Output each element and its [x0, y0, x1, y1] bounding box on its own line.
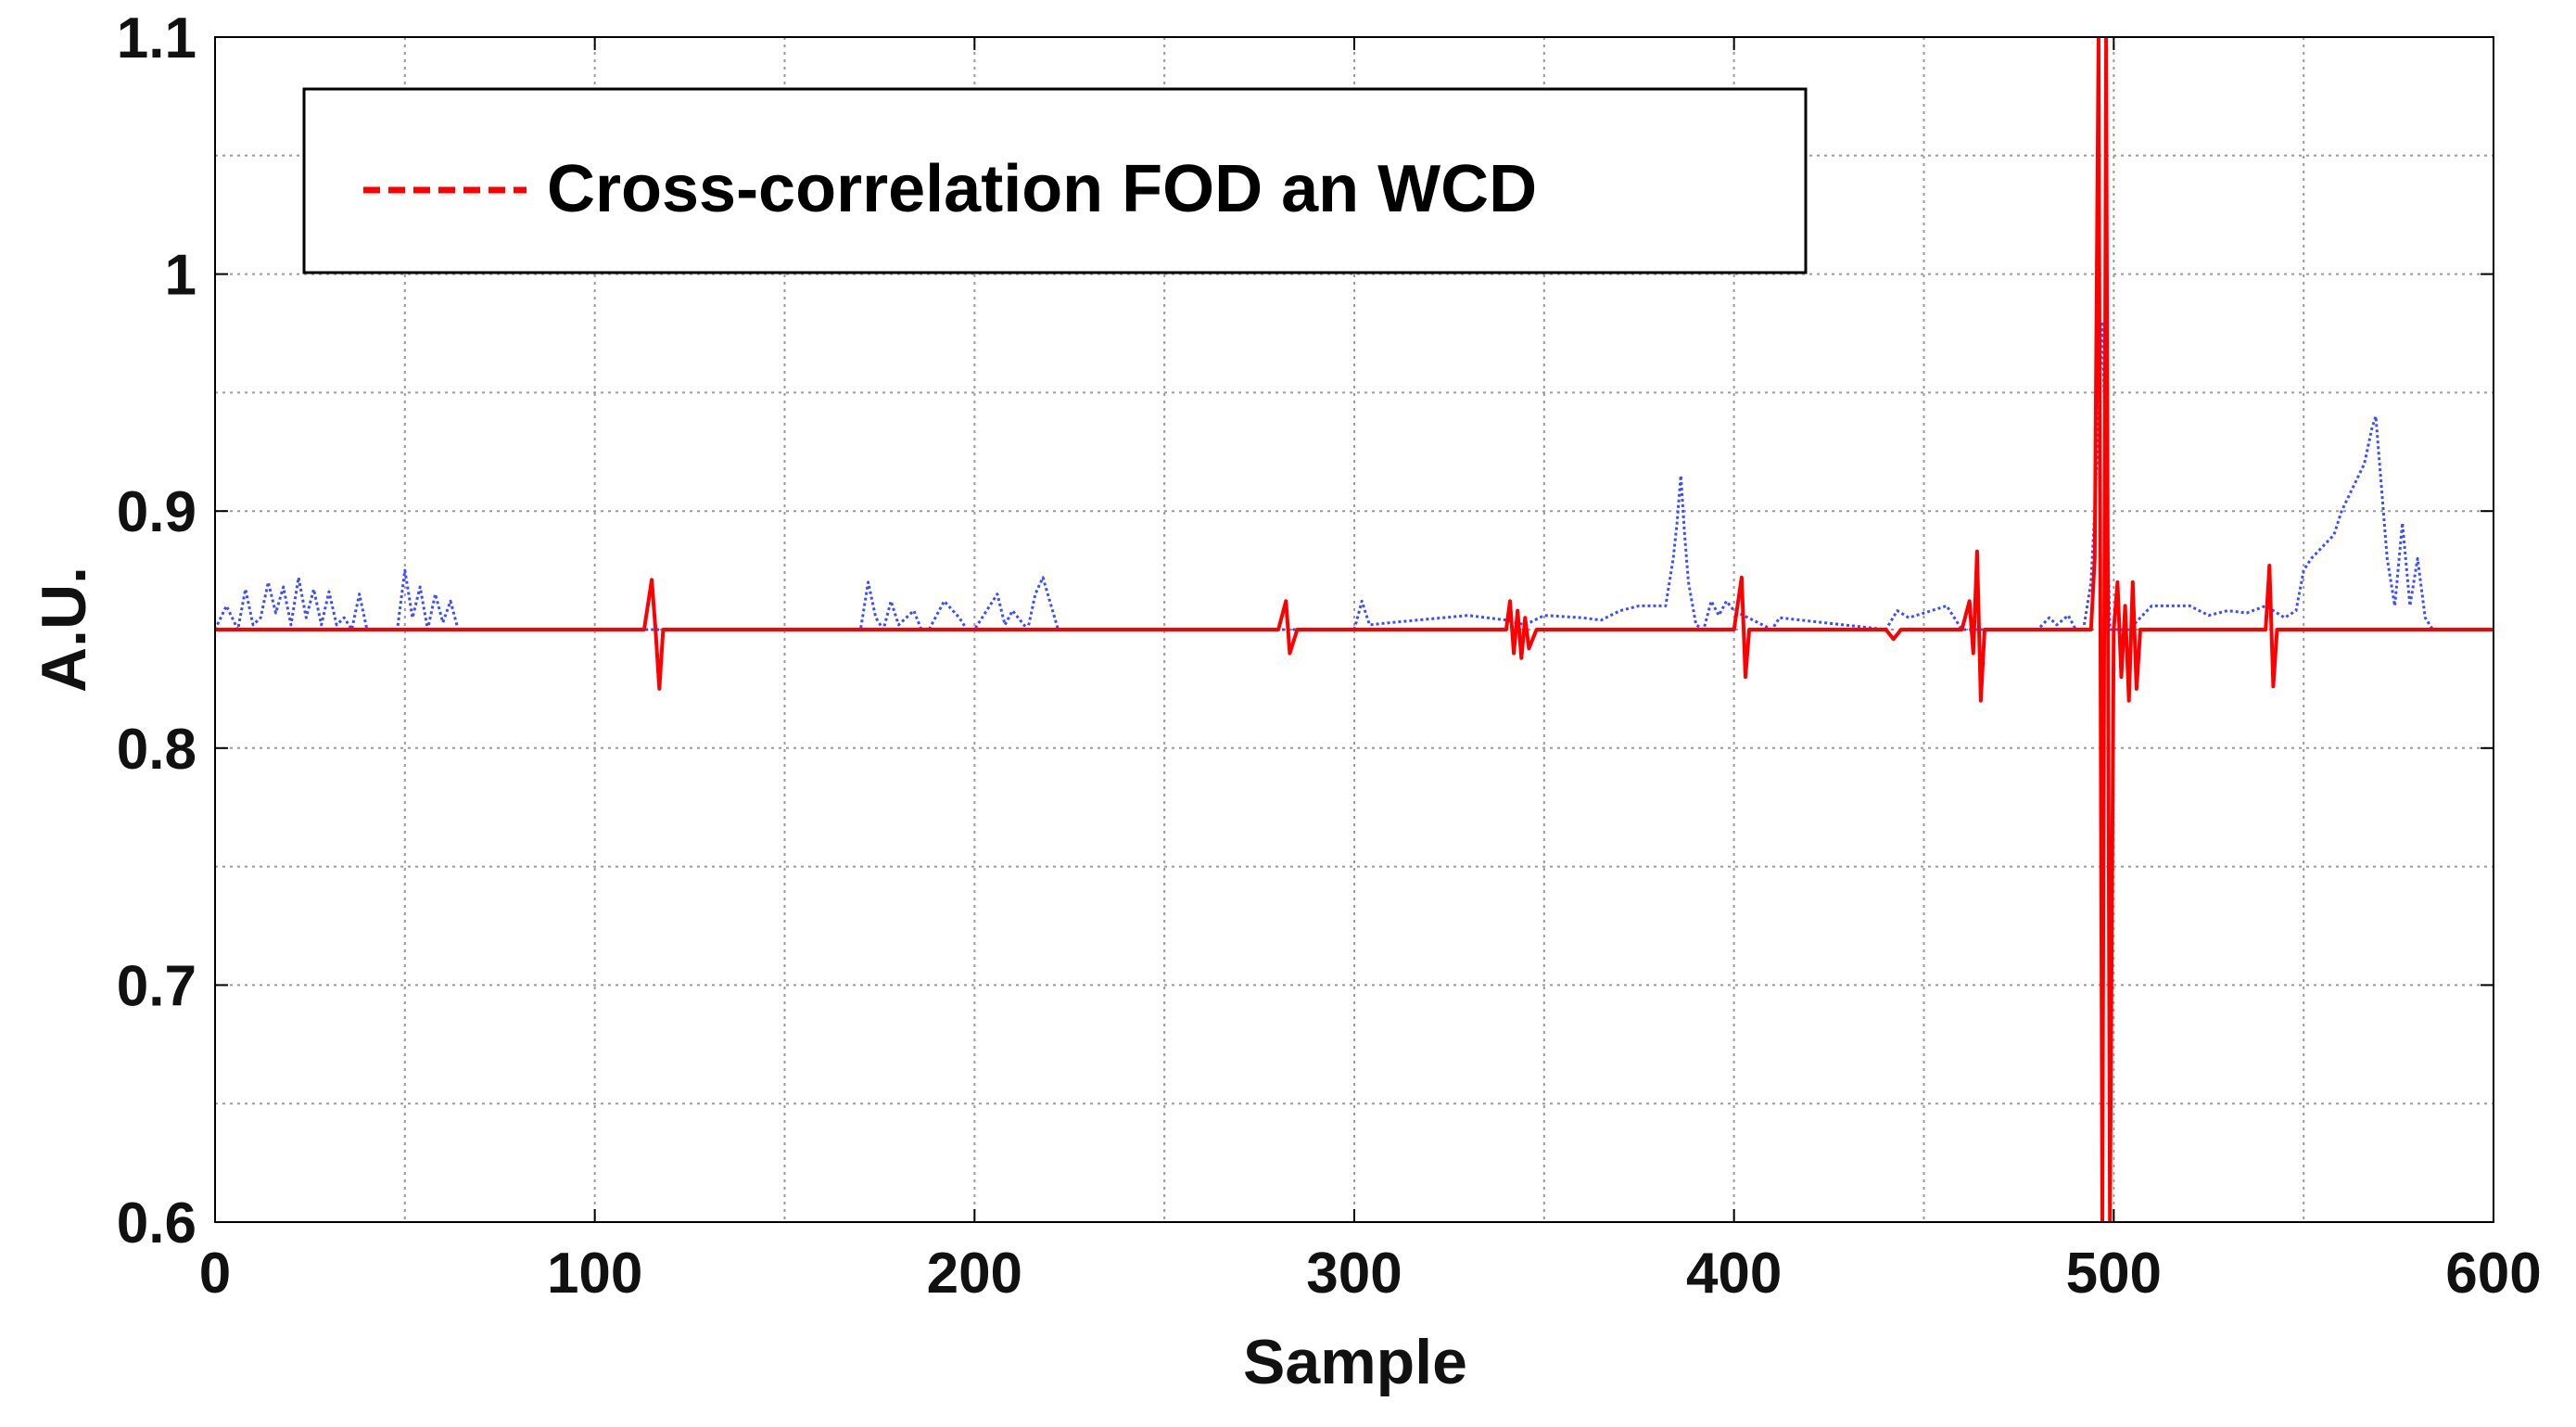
- legend: Cross-correlation FOD an WCD: [302, 87, 1808, 274]
- y-tick-labels: 0.6 0.7 0.8 0.9 1 1.1: [117, 6, 197, 1255]
- series-line-cross-correlation: [215, 37, 2494, 1222]
- x-tick-label: 600: [2445, 1242, 2541, 1306]
- x-tick-label: 200: [927, 1242, 1022, 1306]
- legend-box: [302, 87, 1808, 274]
- y-tick-label: 0.8: [117, 718, 197, 782]
- x-tick-label: 400: [1686, 1242, 1782, 1306]
- y-tick-label: 1: [165, 244, 197, 308]
- y-tick-label: 0.6: [117, 1191, 197, 1255]
- x-tick-label: 500: [2066, 1242, 2162, 1306]
- x-tick-labels: 0 100 200 300 400 500 600: [199, 1242, 2542, 1306]
- y-tick-label: 0.7: [117, 954, 197, 1018]
- legend-label: Cross-correlation FOD an WCD: [547, 152, 1537, 226]
- x-tick-label: 300: [1306, 1242, 1402, 1306]
- x-axis-label: Sample: [1243, 1327, 1467, 1397]
- series-layer: [215, 37, 2494, 1222]
- ticks: [214, 36, 2494, 1223]
- y-tick-label: 0.9: [117, 480, 197, 544]
- y-tick-label: 1.1: [117, 6, 197, 70]
- x-tick-label: 0: [199, 1242, 231, 1306]
- x-tick-label: 100: [547, 1242, 642, 1306]
- y-axis-label: A.U.: [29, 567, 99, 693]
